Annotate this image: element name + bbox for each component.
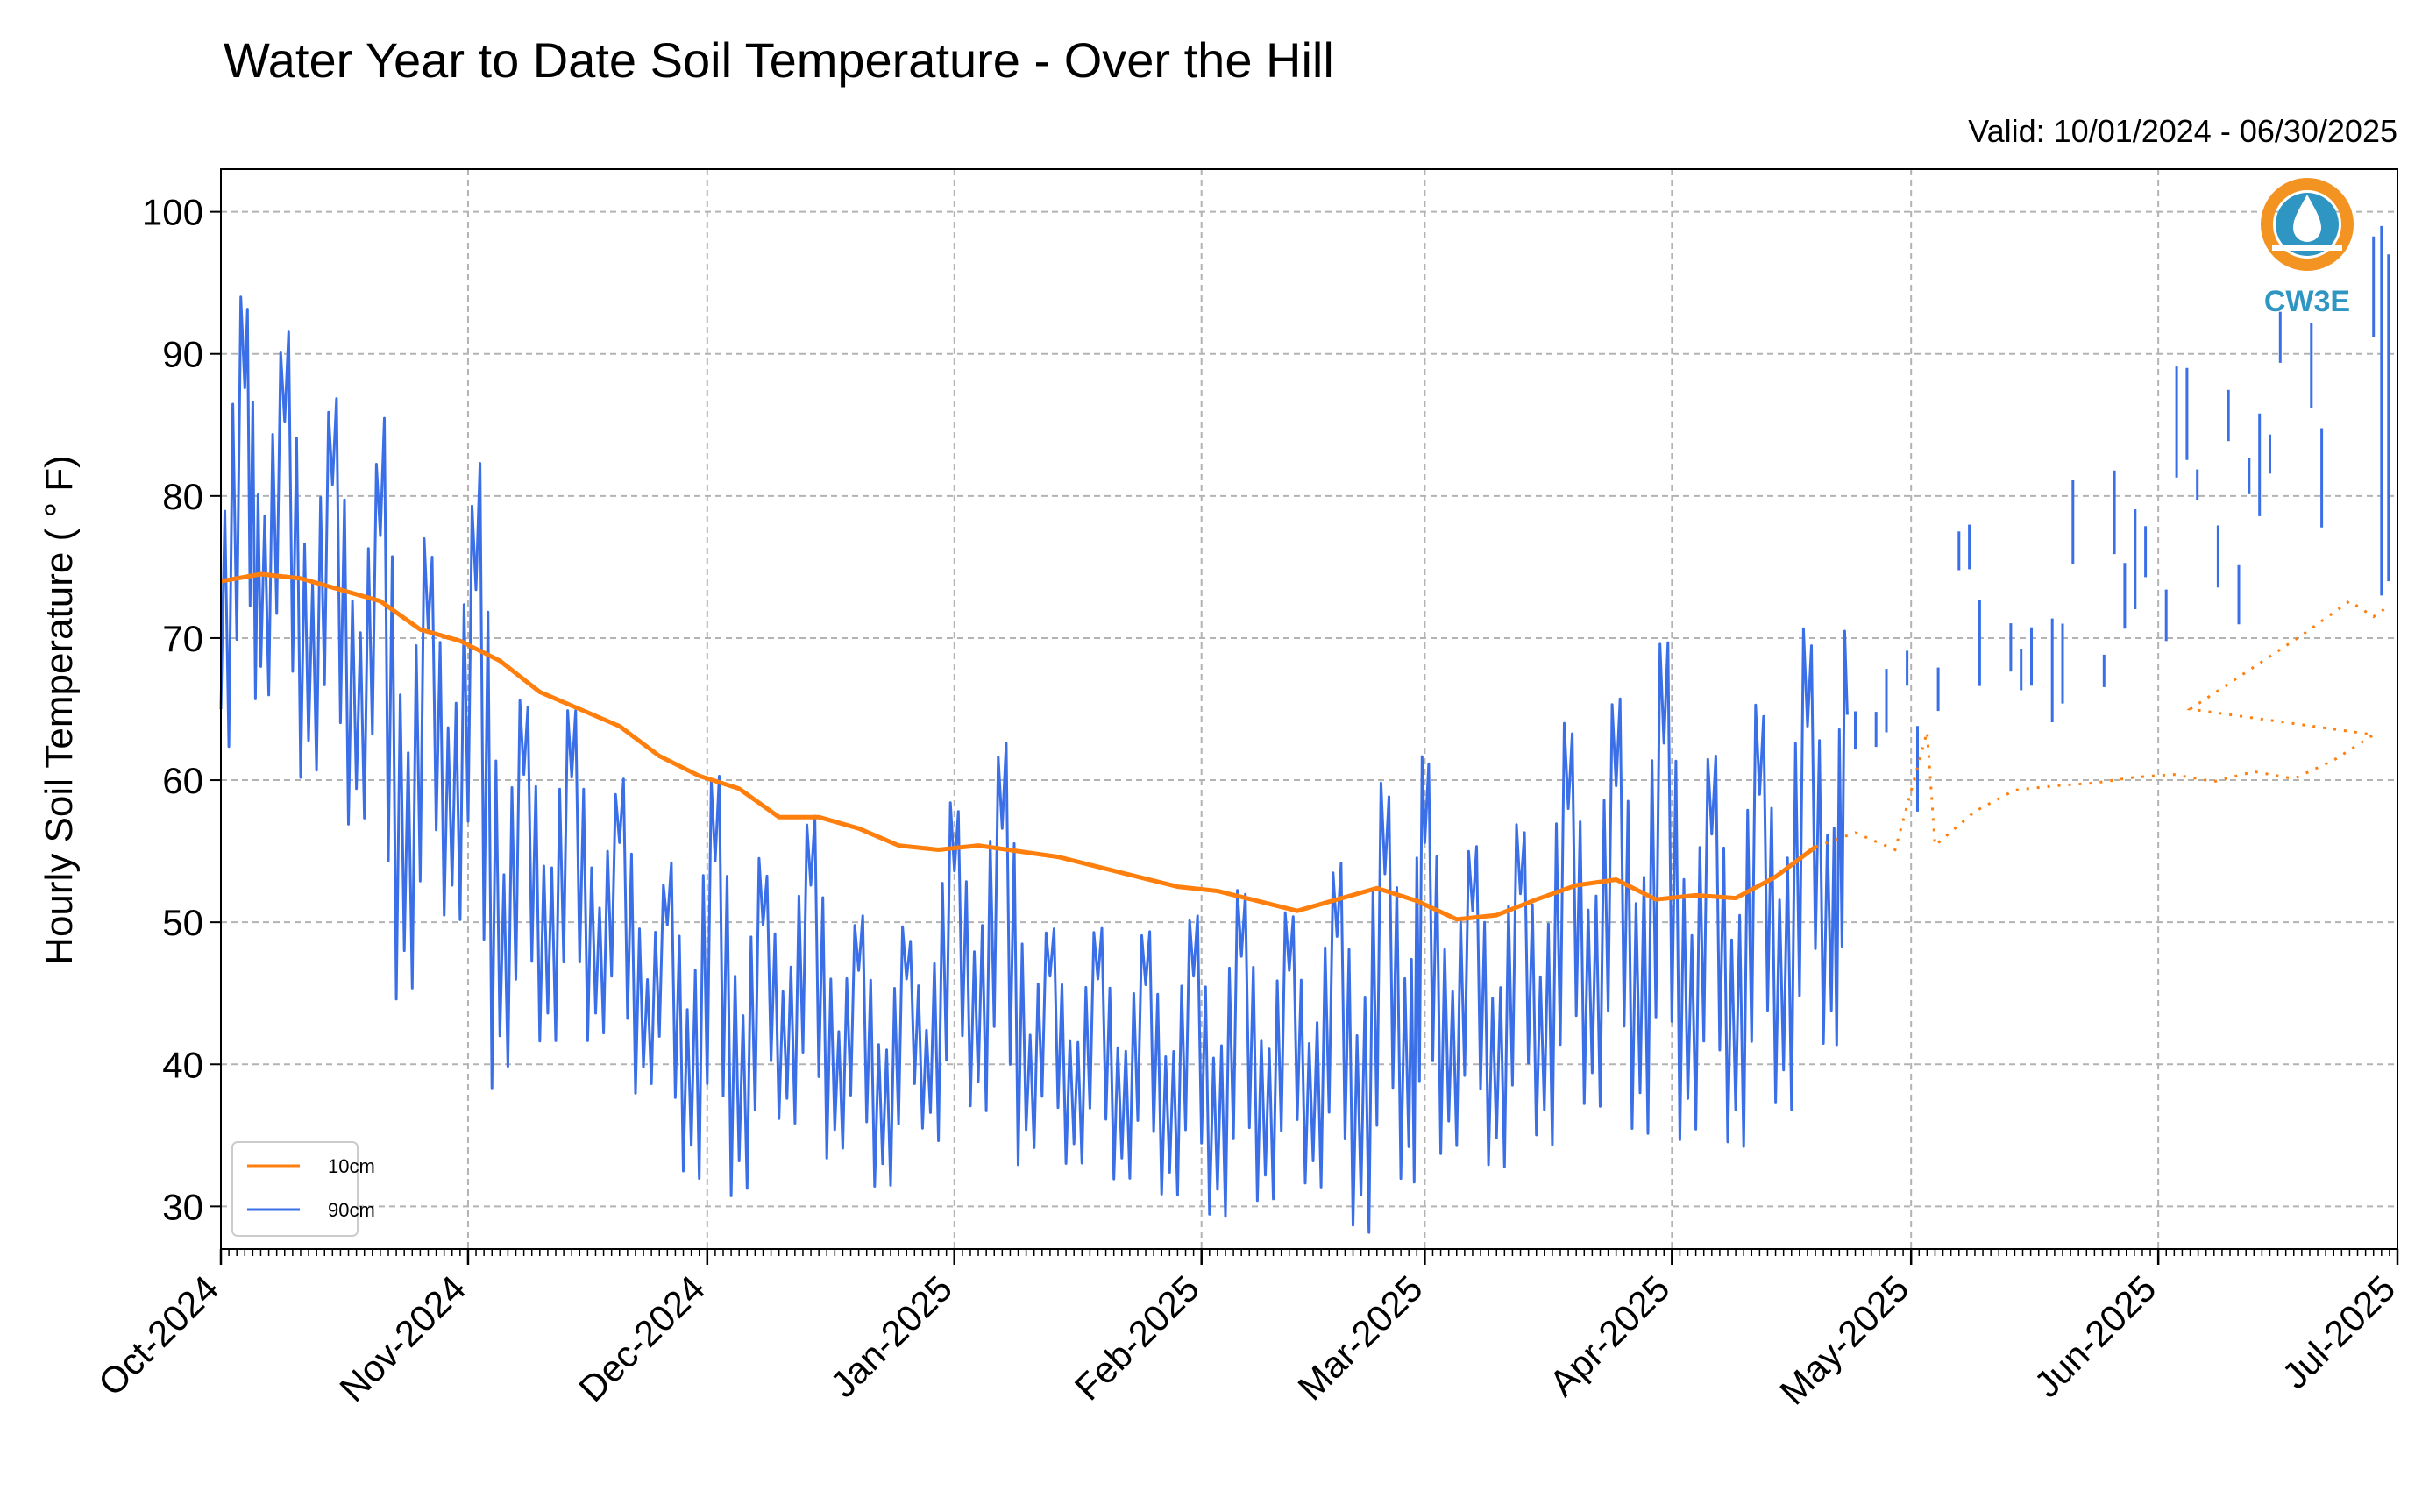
y-tick-label-90: 90 bbox=[162, 334, 203, 375]
logo-ring bbox=[2261, 178, 2354, 271]
y-axis-label: Hourly Soil Temperature ( ° F) bbox=[38, 455, 81, 965]
plot-frame bbox=[220, 168, 2398, 1250]
y-tick-label-30: 30 bbox=[162, 1186, 203, 1227]
logo-wave-band bbox=[2272, 245, 2342, 251]
series-90cm-line bbox=[219, 295, 1849, 1234]
water-drop-icon bbox=[2293, 195, 2321, 242]
chart-subtitle: Valid: 10/01/2024 - 06/30/2025 bbox=[1968, 113, 2397, 149]
y-tick-label-100: 100 bbox=[142, 192, 203, 233]
y-tick-label-60: 60 bbox=[162, 760, 203, 801]
cw3e-logo: CW3E bbox=[2261, 178, 2354, 318]
y-tick-label-40: 40 bbox=[162, 1044, 203, 1085]
series-10cm-dotted bbox=[1815, 599, 2390, 852]
chart-title: Water Year to Date Soil Temperature - Ov… bbox=[224, 32, 1334, 88]
y-tick-label-70: 70 bbox=[162, 618, 203, 659]
legend-label-10cm: 10cm bbox=[328, 1155, 375, 1177]
y-tick-label-80: 80 bbox=[162, 476, 203, 517]
logo-text: CW3E bbox=[2264, 285, 2350, 318]
legend-label-90cm: 90cm bbox=[328, 1199, 375, 1221]
series-10cm-line bbox=[220, 571, 1817, 922]
y-tick-label-50: 50 bbox=[162, 902, 203, 943]
legend: 10cm 90cm bbox=[231, 1141, 375, 1237]
series-layer bbox=[219, 225, 2390, 1234]
